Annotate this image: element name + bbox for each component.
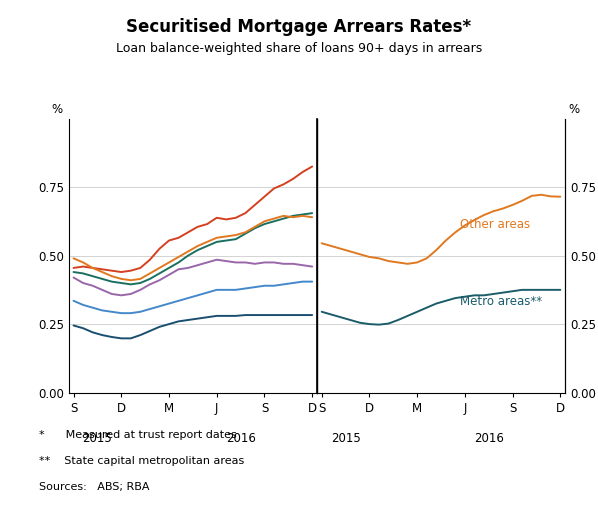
Text: %: % <box>568 103 579 116</box>
Text: %: % <box>51 103 63 116</box>
Text: Tas: Tas <box>320 261 338 275</box>
Text: Metro areas**: Metro areas** <box>460 295 542 308</box>
Text: **    State capital metropolitan areas: ** State capital metropolitan areas <box>39 456 244 466</box>
Text: Loan balance-weighted share of loans 90+ days in arrears: Loan balance-weighted share of loans 90+… <box>116 42 482 55</box>
Text: 2015: 2015 <box>83 432 112 445</box>
Text: Vic: Vic <box>320 279 337 291</box>
Text: NSW: NSW <box>320 311 347 324</box>
Text: WA: WA <box>320 159 339 172</box>
Text: Other areas: Other areas <box>460 218 530 231</box>
Text: SA: SA <box>320 203 335 216</box>
Text: Sources:   ABS; RBA: Sources: ABS; RBA <box>39 482 150 492</box>
Text: 2015: 2015 <box>331 432 361 445</box>
Text: Securitised Mortgage Arrears Rates*: Securitised Mortgage Arrears Rates* <box>126 18 472 36</box>
Text: 2016: 2016 <box>474 432 504 445</box>
Text: 2016: 2016 <box>225 432 255 445</box>
Text: Qld: Qld <box>320 213 340 226</box>
Text: *      Measured at trust report dates: * Measured at trust report dates <box>39 430 237 440</box>
